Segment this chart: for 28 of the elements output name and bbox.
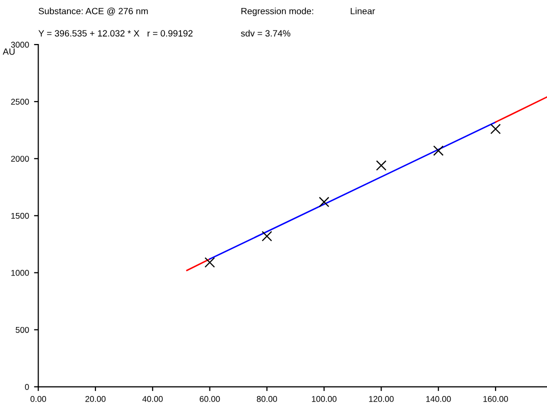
point [433, 145, 444, 156]
x-tick-label: 120.00 [369, 396, 394, 402]
text: sdv = 3.74% [240, 30, 290, 37]
y-tick-label: 2000 [11, 156, 29, 162]
y-tick-label: 1000 [11, 270, 29, 276]
x-tick-label: 20.00 [85, 396, 106, 402]
text: Regression mode: [241, 8, 314, 16]
y-tick-label: 0 [24, 384, 29, 390]
point [204, 257, 215, 268]
y-tick-label: 3000 [11, 42, 29, 48]
x-tick-label: 40.00 [142, 396, 163, 402]
point [318, 196, 330, 208]
point [262, 230, 272, 242]
x-tick-label: 140.00 [426, 396, 451, 402]
y-tick-label: 500 [16, 326, 29, 333]
point [376, 160, 386, 171]
point [490, 124, 501, 134]
chart-title: Substance: ACE @ 276 nm [38, 8, 148, 16]
y-tick-label: 1500 [11, 212, 29, 219]
text: Linear [350, 8, 376, 14]
y-axis-title: AU [2, 48, 15, 55]
x-tick-label: 160.00 [483, 396, 508, 402]
x-tick-label: 80.00 [256, 396, 278, 402]
y-tick-label: 2500 [11, 98, 29, 105]
x-tick-label: 0.00 [30, 396, 46, 402]
x-tick-label: 60.00 [200, 396, 220, 402]
chart-subtitle: Y = 396.535 + 12.032 * X r = 0.99192 [38, 30, 193, 37]
x-tick-label: 100.00 [312, 396, 336, 402]
